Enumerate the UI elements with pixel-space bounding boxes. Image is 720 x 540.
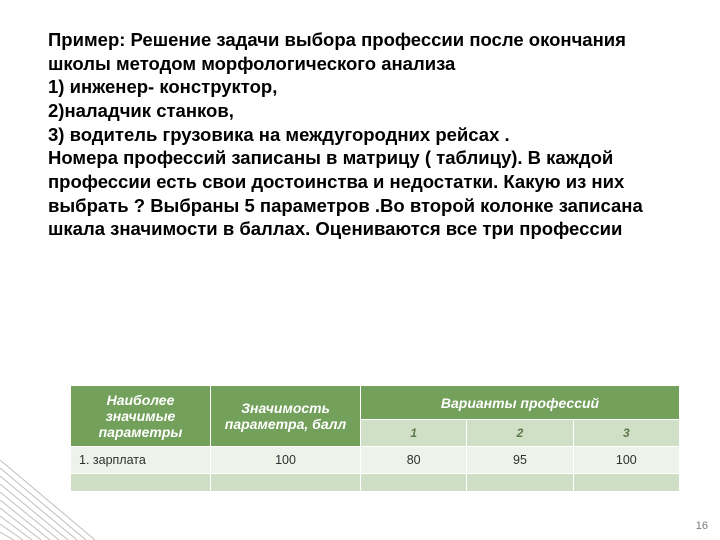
row-v2: 95 — [467, 447, 573, 474]
th-variant-3: 3 — [573, 420, 679, 447]
row-weight: 100 — [211, 447, 361, 474]
row-v3: 100 — [573, 447, 679, 474]
row-v1: 80 — [361, 447, 467, 474]
body-text: Пример: Решение задачи выбора профессии … — [48, 28, 680, 241]
table-row: 1. зарплата 100 80 95 100 — [71, 447, 680, 474]
th-variant-1: 1 — [361, 420, 467, 447]
parameter-table-wrap: Наиболее значимые параметры Значимость п… — [70, 385, 680, 492]
th-parameters: Наиболее значимые параметры — [71, 386, 211, 447]
th-variant-2: 2 — [467, 420, 573, 447]
parameter-table: Наиболее значимые параметры Значимость п… — [70, 385, 680, 492]
table-row-blank — [71, 474, 680, 492]
corner-decoration — [0, 460, 95, 540]
th-variants-group: Варианты профессий — [361, 386, 680, 420]
page-number: 16 — [696, 520, 708, 532]
th-weight: Значимость параметра, балл — [211, 386, 361, 447]
